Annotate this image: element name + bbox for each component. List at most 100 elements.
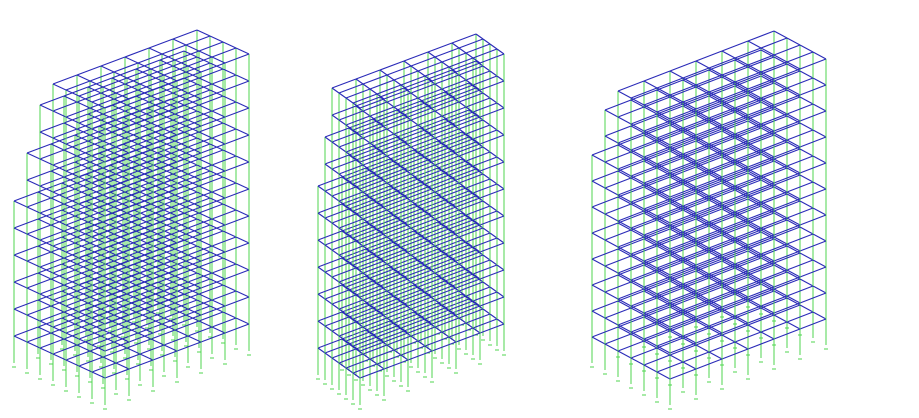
beam [225, 108, 249, 117]
beam [332, 187, 356, 196]
beam [212, 183, 236, 192]
beam [332, 160, 356, 169]
beam [483, 282, 490, 287]
beam [173, 39, 186, 45]
beam [483, 66, 490, 71]
beam [332, 142, 339, 147]
beam [813, 52, 826, 59]
beam [480, 243, 504, 252]
beam [592, 207, 605, 214]
beam [404, 61, 411, 66]
beam [66, 108, 90, 117]
beam [40, 258, 64, 267]
beam [800, 71, 813, 78]
beam [363, 75, 387, 84]
beam [27, 144, 51, 153]
beam [27, 279, 51, 288]
beam [125, 48, 149, 57]
beam [459, 66, 483, 75]
beam [212, 264, 236, 273]
beam [339, 120, 346, 125]
beam [387, 66, 411, 75]
beam [800, 305, 813, 312]
beam [380, 61, 404, 70]
beam [442, 53, 466, 62]
beam [800, 227, 813, 234]
beam [411, 300, 435, 309]
beam [459, 174, 483, 183]
beam [459, 75, 466, 80]
beam [318, 321, 325, 326]
beam [212, 156, 236, 165]
beam [605, 240, 618, 247]
beam [466, 125, 490, 134]
beam [27, 198, 51, 207]
beam [116, 354, 140, 363]
beam [339, 165, 363, 174]
beam [127, 339, 151, 348]
beam [212, 102, 236, 111]
beam [363, 156, 387, 165]
beam [377, 85, 401, 94]
beam [325, 317, 349, 326]
beam [370, 107, 394, 116]
beam [27, 225, 51, 234]
beam [435, 210, 459, 219]
beam [370, 134, 394, 143]
beam [394, 80, 401, 85]
beam [332, 79, 356, 88]
beam [411, 57, 435, 66]
beam [435, 75, 459, 84]
beam [212, 237, 236, 246]
beam [236, 156, 249, 162]
beam [411, 165, 435, 174]
beam [644, 71, 670, 81]
beam [387, 93, 411, 102]
beam [418, 116, 442, 125]
beam [332, 214, 356, 223]
beam [353, 364, 377, 373]
beam [332, 295, 356, 304]
beam [466, 233, 490, 242]
beam [592, 311, 605, 318]
beam [404, 52, 428, 61]
beam [151, 330, 175, 339]
beam [497, 76, 504, 81]
beam [346, 359, 370, 368]
beam [346, 143, 370, 152]
beam [212, 210, 236, 219]
beam [236, 129, 249, 135]
beam [456, 333, 480, 342]
beam [201, 333, 225, 342]
beam [483, 255, 490, 260]
beam [459, 48, 466, 53]
beam [40, 150, 64, 159]
beam [411, 93, 418, 98]
beam [332, 304, 339, 309]
beam [490, 179, 497, 184]
beam [332, 106, 356, 115]
beam [490, 125, 497, 130]
beam [605, 266, 618, 273]
beam [363, 210, 387, 219]
beam [401, 346, 425, 355]
beam [14, 255, 27, 261]
beam [722, 51, 735, 58]
beam [411, 273, 435, 282]
frame-model-right [590, 31, 828, 409]
beam [592, 155, 605, 162]
beam [199, 42, 223, 51]
beam [435, 291, 459, 300]
beam [101, 57, 125, 66]
beam [384, 360, 408, 369]
beam [236, 48, 249, 54]
beam [236, 102, 249, 108]
beam [318, 213, 325, 218]
beam [411, 192, 435, 201]
beam [236, 237, 249, 243]
beam [325, 164, 332, 169]
beam [318, 177, 342, 186]
beam [27, 153, 40, 159]
beam [318, 267, 325, 272]
beam [332, 88, 339, 93]
